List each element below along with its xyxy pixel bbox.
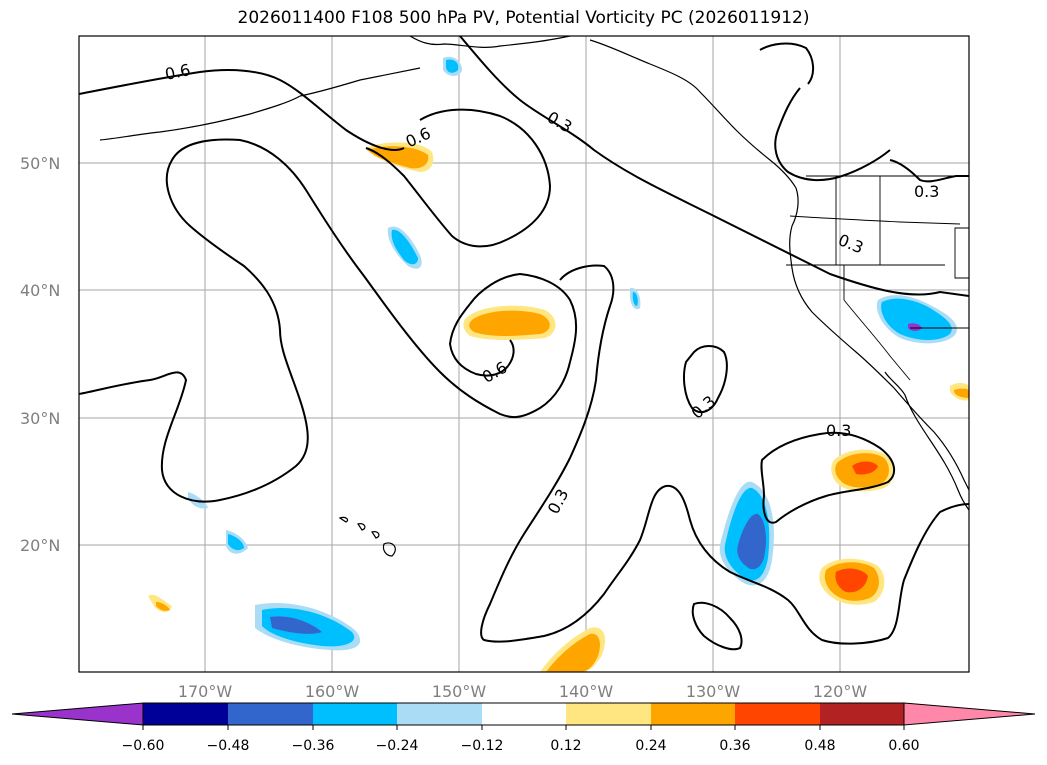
longitude-labels: 170°W 160°W 150°W 140°W 130°W 120°W xyxy=(178,682,868,701)
colorbar-tick-label: 0.24 xyxy=(635,738,666,754)
lon-label: 160°W xyxy=(305,682,360,701)
colorbar-segment xyxy=(143,703,228,725)
colorbar-extend-low xyxy=(11,702,144,726)
lon-label: 120°W xyxy=(813,682,868,701)
coastlines xyxy=(99,36,969,557)
colorbar-frame xyxy=(142,702,905,726)
colorbar-tick-label: −0.12 xyxy=(461,738,504,754)
lat-label: 50°N xyxy=(20,154,60,173)
lon-label: 130°W xyxy=(686,682,741,701)
pv-contours xyxy=(79,36,969,651)
positive-pv-shading xyxy=(148,142,969,672)
colorbar-segment xyxy=(482,703,566,725)
lat-label: 40°N xyxy=(20,281,60,300)
colorbar-ticks xyxy=(142,725,905,730)
colorbar-segment xyxy=(651,703,735,725)
colorbar-tick-label: 0.36 xyxy=(719,738,750,754)
colorbar-segment xyxy=(735,703,820,725)
colorbar-tick-label: −0.48 xyxy=(207,738,250,754)
colorbar-extend-high xyxy=(903,702,1036,726)
lat-label: 30°N xyxy=(20,409,60,428)
negative-pv-shading xyxy=(188,56,958,651)
colorbar-tick-label: −0.60 xyxy=(122,738,165,754)
colorbar-segment xyxy=(228,703,313,725)
contour-label: 0.6 xyxy=(163,60,192,84)
plot-frame xyxy=(78,35,970,673)
colorbar-tick-label: −0.24 xyxy=(376,738,419,754)
latitude-labels: 50°N 40°N 30°N 20°N xyxy=(20,154,60,555)
lon-label: 140°W xyxy=(559,682,614,701)
colorbar: −0.60 −0.48 −0.36 −0.24 −0.12 0.12 0.24 … xyxy=(11,702,1036,754)
colorbar-segment xyxy=(397,703,482,725)
lat-label: 20°N xyxy=(20,536,60,555)
contour-label: 0.3 xyxy=(826,421,851,440)
colorbar-tick-label: 0.48 xyxy=(804,738,835,754)
colorbar-tick-label: −0.36 xyxy=(292,738,335,754)
gridlines xyxy=(79,36,969,672)
colorbar-segment xyxy=(566,703,651,725)
map-title: 2026011400 F108 500 hPa PV, Potential Vo… xyxy=(237,8,810,28)
colorbar-tick-label: 0.60 xyxy=(888,738,919,754)
lon-label: 170°W xyxy=(178,682,233,701)
plot-area xyxy=(79,36,969,672)
colorbar-tick-label: 0.12 xyxy=(550,738,581,754)
colorbar-segment xyxy=(313,703,397,725)
colorbar-segment xyxy=(820,703,904,725)
lon-label: 150°W xyxy=(432,682,487,701)
contour-label: 0.3 xyxy=(914,182,939,201)
